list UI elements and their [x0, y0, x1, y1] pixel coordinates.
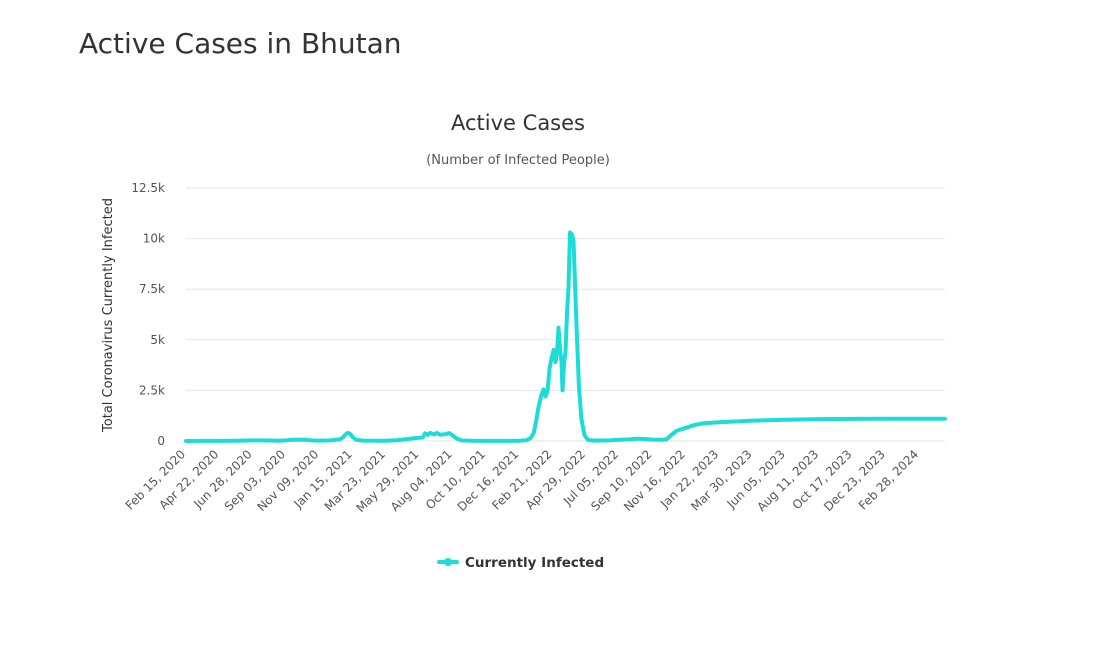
- series-line[interactable]: [184, 230, 947, 443]
- series-group: [184, 230, 947, 443]
- chart-subtitle: (Number of Infected People): [426, 153, 610, 168]
- y-tick-label: 0: [157, 434, 165, 448]
- legend-label[interactable]: Currently Infected: [465, 555, 604, 571]
- y-tick-label: 7.5k: [139, 282, 165, 296]
- legend-marker: [444, 558, 452, 566]
- legend[interactable]: Currently Infected: [437, 555, 604, 571]
- y-tick-label: 12.5k: [131, 181, 165, 195]
- page-title: Active Cases in Bhutan: [79, 27, 402, 60]
- y-tick-label: 5k: [150, 333, 165, 347]
- chart-title: Active Cases: [451, 111, 585, 135]
- y-axis-title: Total Coronavirus Currently Infected: [101, 198, 116, 433]
- x-tick-label: Feb 28, 2024: [856, 447, 921, 512]
- y-tick-label: 10k: [143, 232, 165, 246]
- y-tick-label: 2.5k: [139, 383, 165, 397]
- y-axis-ticks: 0 2.5k 5k 7.5k 10k 12.5k: [131, 181, 165, 448]
